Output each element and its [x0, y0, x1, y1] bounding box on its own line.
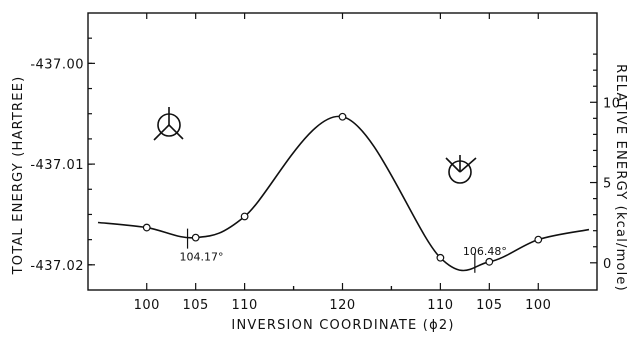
x-tick-label: 100 — [134, 298, 160, 313]
energy-curve — [97, 115, 590, 272]
energy-curve-layer — [97, 115, 590, 272]
y-right-tick-label: 0 — [603, 257, 612, 272]
tick-labels: 100 105 110 120 110 105 100-437.00-437.01-437.… — [30, 57, 620, 313]
y-axis-title-right: RELATIVE ENERGY (kcal/mole) — [613, 64, 628, 292]
data-point — [534, 235, 543, 244]
data-point — [338, 112, 347, 121]
x-tick-label: 120 — [329, 298, 355, 313]
x-tick-label: 105 — [183, 298, 209, 313]
x-axis-title: INVERSION COORDINATE (ϕ2) — [231, 318, 454, 333]
data-points — [142, 112, 543, 266]
minimum-angle-label: 106.48° — [463, 245, 507, 258]
data-point — [191, 233, 200, 242]
data-point — [142, 223, 151, 232]
data-point — [436, 253, 445, 262]
y-left-tick-label: -437.02 — [30, 259, 84, 274]
axis-ticks — [88, 13, 597, 290]
minimum-annotations: 104.17° 106.48° — [180, 228, 507, 273]
data-point — [240, 212, 249, 221]
y-axis-title-left: TOTAL ENERGY (HARTREE) — [11, 76, 26, 276]
y-right-tick-label: 5 — [603, 177, 612, 192]
minimum-angle-label: 104.17° — [180, 251, 224, 264]
y-left-tick-label: -437.01 — [30, 158, 84, 173]
y-right-tick-label: 10 — [603, 96, 621, 111]
x-tick-label: 100 — [525, 298, 551, 313]
pyramidal-molecule-icon-left — [153, 107, 184, 141]
x-tick-label: 110 — [427, 298, 453, 313]
data-point — [485, 257, 494, 266]
y-left-tick-label: -437.00 — [30, 57, 84, 72]
x-tick-label: 105 — [476, 298, 502, 313]
x-tick-label: 110 — [231, 298, 257, 313]
pyramidal-molecule-icon-right — [445, 155, 477, 184]
